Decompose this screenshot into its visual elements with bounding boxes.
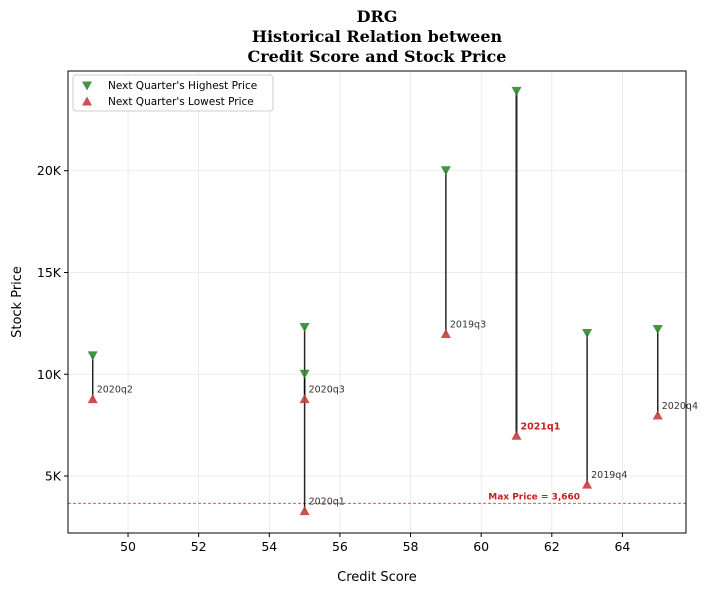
x-tick-label: 56 bbox=[332, 539, 348, 554]
x-ticks: 50 52 54 56 58 60 62 64 bbox=[120, 533, 630, 554]
low-marker-2020q4 bbox=[652, 410, 663, 420]
x-tick-label: 54 bbox=[261, 539, 277, 554]
y-tick-label: 5K bbox=[45, 469, 62, 484]
grid bbox=[68, 71, 686, 533]
chart-title-line-2: Historical Relation between bbox=[252, 27, 503, 46]
high-marker-2020q3 bbox=[299, 369, 310, 379]
low-marker-2021q1 bbox=[511, 430, 522, 440]
low-marker-2020q2 bbox=[87, 394, 98, 404]
x-axis-label: Credit Score bbox=[337, 570, 417, 585]
x-tick-label: 58 bbox=[403, 539, 419, 554]
high-marker-2020q4 bbox=[652, 324, 663, 334]
legend-marker-high bbox=[82, 81, 92, 91]
point-label-2020q3: 2020q3 bbox=[309, 385, 345, 396]
low-marker-2019q4 bbox=[582, 479, 593, 489]
point-label-2020q4: 2020q4 bbox=[662, 401, 698, 412]
legend-marker-low bbox=[82, 96, 92, 106]
plot-frame bbox=[67, 70, 687, 534]
max-price-label: Max Price = 3,660 bbox=[488, 492, 580, 502]
point-label-2020q1: 2020q1 bbox=[309, 497, 345, 508]
high-marker-2019q3 bbox=[440, 166, 451, 176]
legend-label-high: Next Quarter's Highest Price bbox=[108, 80, 257, 92]
y-tick-label: 15K bbox=[37, 265, 62, 280]
low-marker-2020q3 bbox=[299, 394, 310, 404]
low-marker-2020q1 bbox=[299, 506, 310, 516]
y-ticks: 5K 10K 15K 20K bbox=[37, 163, 68, 484]
low-marker-2019q3 bbox=[440, 329, 451, 339]
legend-label-low: Next Quarter's Lowest Price bbox=[108, 96, 254, 108]
high-marker-2020q2 bbox=[87, 351, 98, 361]
chart-title-line-1: DRG bbox=[357, 7, 398, 26]
chart-title-line-3: Credit Score and Stock Price bbox=[248, 47, 507, 66]
reference-line-group: Max Price = 3,660 bbox=[68, 492, 686, 504]
y-tick-label: 10K bbox=[37, 367, 62, 382]
markers bbox=[87, 86, 663, 516]
x-tick-label: 62 bbox=[544, 539, 560, 554]
high-marker-2020q1 bbox=[299, 322, 310, 332]
point-label-2019q3: 2019q3 bbox=[450, 320, 486, 331]
point-labels: 2020q2 2020q3 2020q1 2019q3 2021q1 2019q4 2020… bbox=[97, 320, 698, 508]
high-marker-2021q1 bbox=[511, 86, 522, 96]
y-tick-label: 20K bbox=[37, 163, 62, 178]
x-tick-label: 50 bbox=[120, 539, 136, 554]
legend: Next Quarter's Highest Price Next Quarte… bbox=[72, 74, 274, 112]
high-marker-2019q4 bbox=[582, 329, 593, 339]
point-label-2021q1: 2021q1 bbox=[520, 421, 560, 432]
point-label-2019q4: 2019q4 bbox=[591, 470, 627, 481]
x-tick-label: 60 bbox=[473, 539, 489, 554]
stems bbox=[91, 91, 659, 511]
x-tick-label: 64 bbox=[614, 539, 630, 554]
y-axis-label: Stock Price bbox=[10, 266, 25, 338]
x-tick-label: 52 bbox=[191, 539, 207, 554]
point-label-2020q2: 2020q2 bbox=[97, 385, 133, 396]
legend-box bbox=[72, 74, 274, 112]
